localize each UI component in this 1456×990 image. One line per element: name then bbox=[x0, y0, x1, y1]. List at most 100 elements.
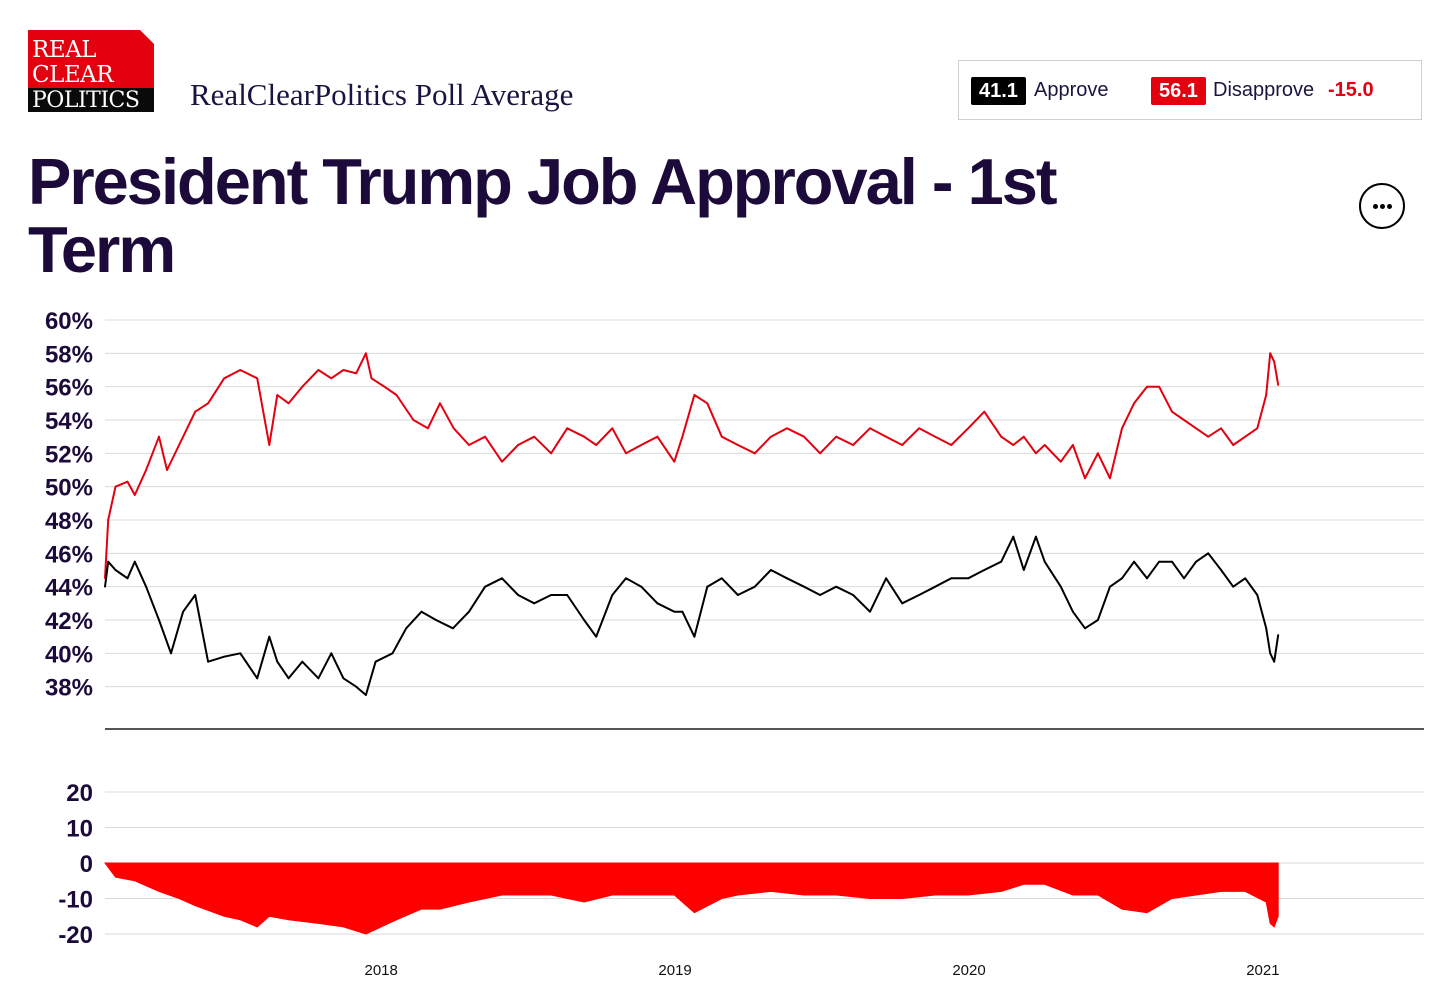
approve-point bbox=[1269, 652, 1272, 655]
x-tick-label: 2018 bbox=[365, 962, 398, 979]
approve-point bbox=[1244, 577, 1247, 580]
approve-point bbox=[901, 602, 904, 605]
approve-series-line bbox=[104, 535, 1280, 696]
approve-point bbox=[1220, 569, 1222, 571]
approve-point bbox=[640, 585, 643, 588]
disapprove-point bbox=[276, 394, 279, 396]
y-tick-label: 50% bbox=[45, 475, 93, 502]
disapprove-point bbox=[1121, 427, 1123, 430]
approve-point bbox=[435, 619, 437, 621]
disapprove-point bbox=[517, 444, 519, 446]
approve-point bbox=[207, 660, 210, 663]
disapprove-point bbox=[1097, 452, 1099, 455]
y-tick-label: 54% bbox=[45, 408, 93, 435]
disapprove-point bbox=[934, 435, 937, 438]
approve-point bbox=[114, 569, 117, 571]
disapprove-point bbox=[1195, 427, 1197, 430]
approve-point bbox=[1256, 594, 1259, 596]
poll-summary-box: 41.1 Approve 56.1 Disapprove -15.0 bbox=[958, 60, 1422, 120]
approve-point bbox=[1012, 535, 1015, 538]
approve-point bbox=[301, 660, 304, 663]
y-tick-label: 40% bbox=[45, 641, 93, 668]
approve-point bbox=[182, 610, 185, 613]
approve-point bbox=[145, 585, 148, 588]
x-tick-label: 2019 bbox=[658, 962, 691, 979]
disapprove-point bbox=[706, 402, 709, 405]
approve-point bbox=[885, 577, 887, 580]
spread-y-tick-label: 20 bbox=[66, 780, 93, 807]
approve-point bbox=[693, 635, 696, 638]
disapprove-point bbox=[1220, 427, 1222, 430]
disapprove-point bbox=[427, 427, 429, 430]
y-tick-label: 56% bbox=[45, 375, 93, 402]
disapprove-point bbox=[1265, 394, 1268, 396]
disapprove-point bbox=[869, 427, 871, 430]
approve-point bbox=[706, 585, 709, 588]
y-tick-label: 42% bbox=[45, 608, 93, 635]
y-tick-label: 52% bbox=[45, 441, 93, 468]
disapprove-point bbox=[1232, 444, 1235, 446]
approve-point bbox=[1084, 627, 1086, 630]
approve-value-badge: 41.1 bbox=[971, 77, 1026, 105]
disapprove-point bbox=[145, 469, 148, 471]
disapprove-point bbox=[133, 494, 136, 496]
approve-point bbox=[803, 585, 805, 588]
approve-point bbox=[1195, 560, 1197, 563]
disapprove-point bbox=[342, 369, 345, 371]
approve-point bbox=[673, 610, 676, 613]
approve-point bbox=[239, 652, 242, 655]
disapprove-point bbox=[1133, 402, 1135, 405]
disapprove-point bbox=[287, 402, 290, 405]
disapprove-point bbox=[370, 377, 373, 380]
disapprove-point bbox=[625, 452, 627, 455]
approve-point bbox=[355, 685, 358, 688]
approve-point bbox=[405, 627, 408, 630]
disapprove-point bbox=[107, 519, 110, 521]
disapprove-point bbox=[720, 435, 723, 438]
approve-point bbox=[391, 652, 394, 655]
y-tick-label: 58% bbox=[45, 341, 93, 368]
y-tick-label: 44% bbox=[45, 575, 93, 602]
disapprove-point bbox=[1146, 385, 1148, 388]
approve-point bbox=[133, 560, 136, 563]
approve-point bbox=[1273, 660, 1276, 663]
disapprove-point bbox=[1183, 419, 1185, 421]
approve-point bbox=[1207, 552, 1210, 555]
disapprove-point bbox=[412, 419, 415, 421]
disapprove-point bbox=[852, 444, 854, 446]
approve-point bbox=[170, 652, 172, 655]
spread-y-tick-label: -20 bbox=[58, 922, 93, 949]
spread-area bbox=[104, 862, 1279, 935]
approve-point bbox=[786, 577, 788, 580]
more-icon-dot bbox=[1380, 204, 1385, 209]
approve-point bbox=[770, 569, 772, 571]
disapprove-point bbox=[1109, 477, 1111, 480]
more-options-button[interactable] bbox=[1359, 183, 1405, 229]
disapprove-point bbox=[439, 402, 441, 405]
approve-point bbox=[918, 594, 920, 596]
approve-point bbox=[1043, 560, 1046, 563]
disapprove-point bbox=[301, 385, 304, 388]
approve-label: Approve bbox=[1034, 79, 1109, 101]
disapprove-point bbox=[1207, 435, 1210, 438]
disapprove-point bbox=[468, 444, 470, 446]
disapprove-point bbox=[583, 435, 585, 438]
disapprove-point bbox=[207, 402, 210, 405]
approve-point bbox=[1109, 585, 1111, 588]
disapprove-point bbox=[885, 435, 887, 438]
disapprove-point bbox=[1269, 352, 1272, 355]
approve-point bbox=[268, 635, 271, 638]
disapprove-label: Disapprove bbox=[1213, 79, 1315, 101]
logo-line-2: CLEAR bbox=[32, 62, 114, 88]
disapprove-point bbox=[737, 444, 739, 446]
disapprove-point bbox=[1277, 384, 1280, 386]
approve-point bbox=[611, 594, 614, 596]
disapprove-point bbox=[1012, 444, 1015, 446]
approve-point bbox=[276, 660, 279, 663]
disapprove-point bbox=[673, 460, 676, 463]
approve-point bbox=[1265, 627, 1268, 630]
x-tick-label: 2020 bbox=[952, 962, 985, 979]
disapprove-point bbox=[268, 444, 271, 446]
disapprove-point bbox=[1171, 410, 1173, 413]
